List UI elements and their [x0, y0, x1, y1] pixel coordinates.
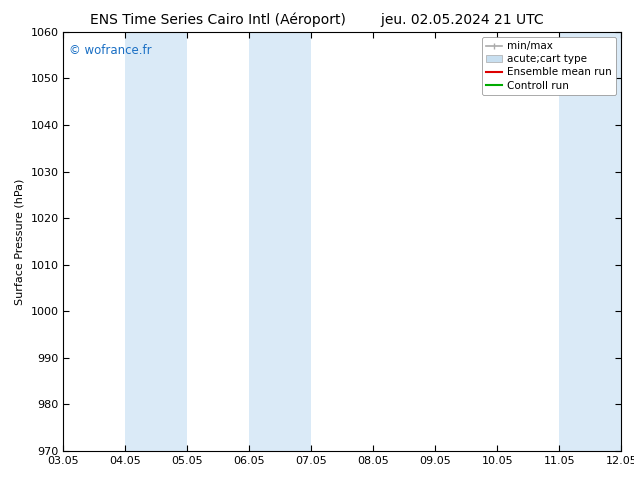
- Bar: [249, 32, 311, 451]
- Bar: [621, 32, 634, 451]
- Y-axis label: Surface Pressure (hPa): Surface Pressure (hPa): [15, 178, 25, 304]
- Text: ENS Time Series Cairo Intl (Aéroport)        jeu. 02.05.2024 21 UTC: ENS Time Series Cairo Intl (Aéroport) je…: [90, 12, 544, 27]
- Bar: [559, 32, 621, 451]
- Legend: min/max, acute;cart type, Ensemble mean run, Controll run: min/max, acute;cart type, Ensemble mean …: [482, 37, 616, 95]
- Bar: [126, 32, 188, 451]
- Text: © wofrance.fr: © wofrance.fr: [69, 45, 152, 57]
